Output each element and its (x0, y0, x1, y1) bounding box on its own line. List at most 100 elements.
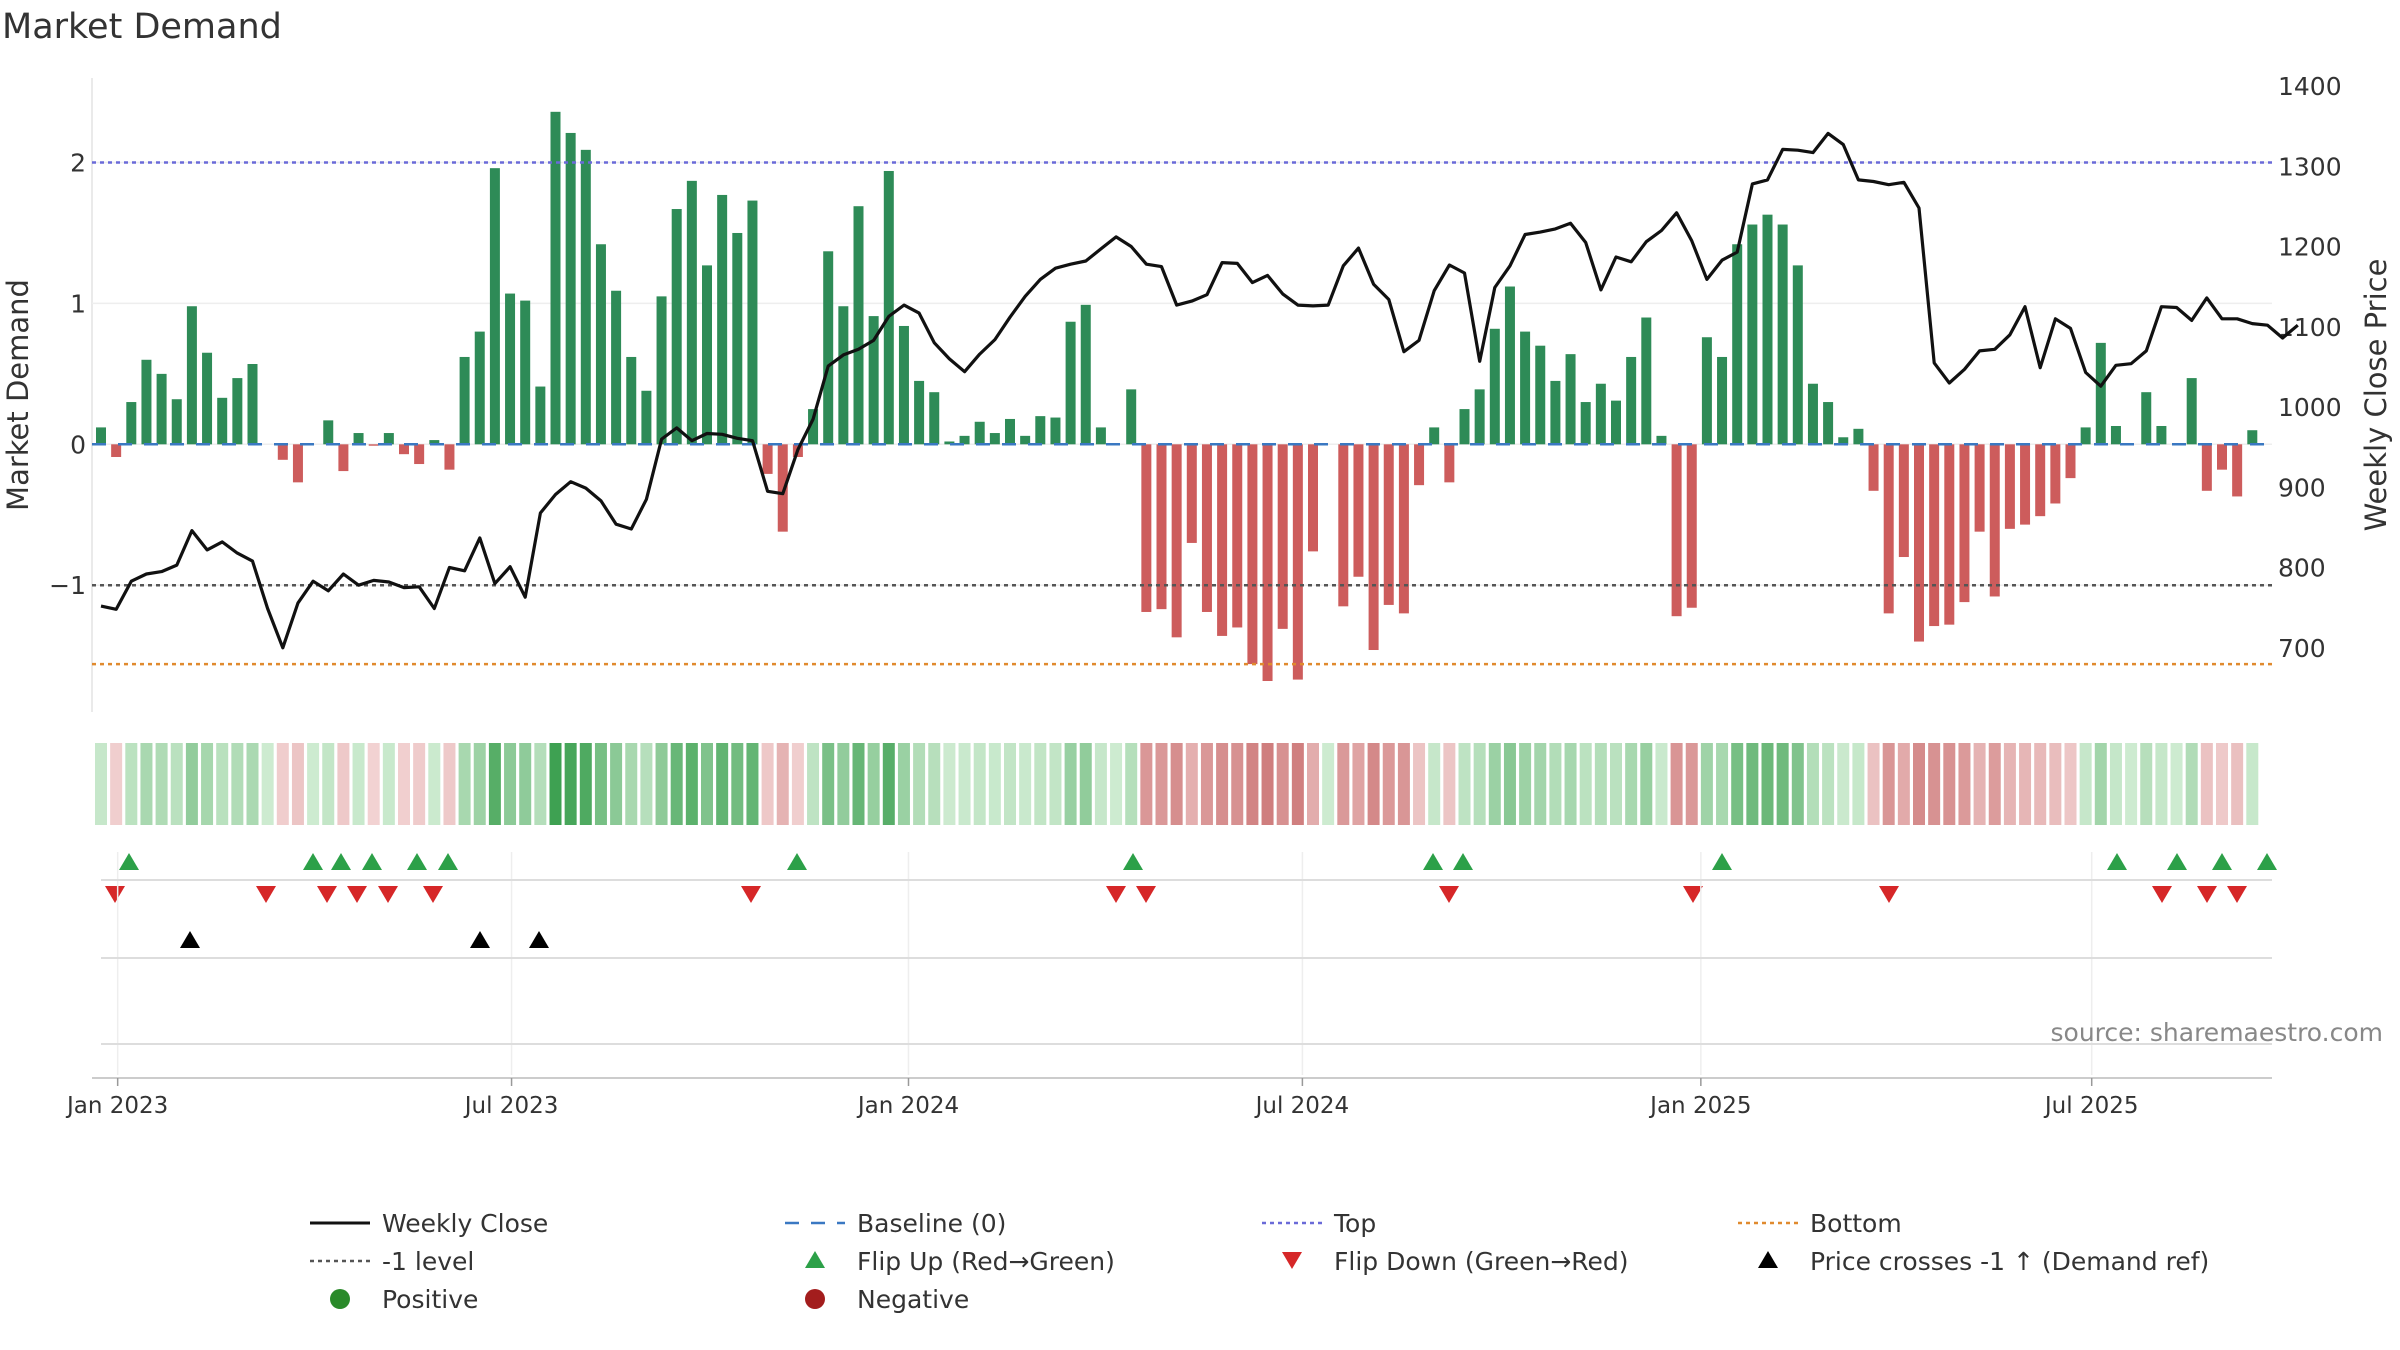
heat-cell (928, 743, 941, 825)
heat-cell (428, 743, 441, 825)
positive-demand-bar (565, 132, 576, 445)
heat-cell (307, 743, 320, 825)
flip-up-marker (2212, 853, 2232, 870)
positive-demand-bar (2156, 425, 2167, 445)
heat-cell (1110, 743, 1123, 825)
heat-cell (367, 743, 380, 825)
heat-cell (943, 743, 956, 825)
legend-item: Negative (805, 1285, 969, 1314)
heat-cell (1337, 743, 1350, 825)
heat-cell (1685, 743, 1698, 825)
legend-item: Flip Down (Green→Red) (1282, 1247, 1629, 1276)
positive-demand-bar (747, 200, 758, 445)
positive-demand-bar (702, 265, 712, 445)
heat-cell (640, 743, 653, 825)
positive-demand-bar (1095, 427, 1106, 445)
heat-cell (1534, 743, 1547, 825)
negative-demand-bar (1929, 444, 1940, 627)
flip-down-marker (423, 886, 443, 903)
heat-cell (382, 743, 395, 825)
heat-cell (261, 743, 274, 825)
positive-demand-bar (883, 170, 894, 445)
demand-heat-strip (95, 743, 2259, 825)
heat-cell (1564, 743, 1577, 825)
legend-swatch (330, 1289, 350, 1309)
heat-cell (322, 743, 335, 825)
positive-demand-bar (1050, 417, 1061, 445)
flip-down-marker (256, 886, 276, 903)
heat-cell (2034, 743, 2047, 825)
flip-up-marker (2167, 853, 2187, 870)
positive-demand-bar (429, 440, 440, 445)
positive-demand-bar (838, 306, 849, 445)
heat-cell (1428, 743, 1441, 825)
heat-cell (276, 743, 289, 825)
legend-label: Price crosses -1 ↑ (Demand ref) (1810, 1247, 2209, 1276)
flip-down-marker (105, 886, 125, 903)
negative-demand-bar (1262, 444, 1273, 682)
price-cross-marker (180, 931, 200, 948)
legend-swatch (805, 1251, 825, 1268)
heat-cell (170, 743, 183, 825)
chart-title: Market Demand (2, 7, 282, 47)
x-tick-label: Jul 2024 (1254, 1093, 1350, 1119)
heat-cell (1852, 743, 1865, 825)
heat-cell (2246, 743, 2259, 825)
heat-cell (2231, 743, 2244, 825)
negative-demand-bar (2035, 444, 2046, 517)
heat-cell (1837, 743, 1850, 825)
positive-demand-bar (853, 206, 864, 445)
heat-cell (746, 743, 759, 825)
negative-demand-bar (1338, 444, 1349, 607)
flip-up-marker (787, 853, 807, 870)
y-tick-label-left: 0 (70, 430, 86, 459)
heat-cell (216, 743, 229, 825)
heat-cell (1125, 743, 1138, 825)
y-axis-label-right: Weekly Close Price (2359, 259, 2393, 532)
heat-cell (125, 743, 138, 825)
negative-demand-bar (2217, 444, 2227, 470)
positive-demand-bar (1807, 383, 1818, 445)
positive-demand-bar (1535, 345, 1546, 445)
positive-demand-bar (1126, 389, 1137, 445)
y-tick-label-right: 1000 (2278, 393, 2342, 422)
heat-cell (2064, 743, 2077, 825)
positive-demand-bar (868, 316, 879, 445)
positive-demand-bar (459, 356, 470, 445)
negative-demand-bar (1898, 444, 1909, 558)
negative-demand-bar (1232, 444, 1243, 628)
heat-cell (867, 743, 880, 825)
heat-cell (1079, 743, 1092, 825)
flip-down-marker (2197, 886, 2217, 903)
positive-demand-bar (247, 364, 258, 445)
flip-down-marker (1879, 886, 1899, 903)
flip-up-marker (407, 853, 427, 870)
negative-demand-bar (2201, 444, 2212, 491)
legend-swatch (1758, 1251, 1778, 1268)
heat-cell (473, 743, 486, 825)
heat-cell (1913, 743, 1925, 825)
legend-swatch (1282, 1252, 1302, 1269)
positive-demand-bar (929, 392, 940, 445)
heat-cell (837, 743, 850, 825)
heat-cell (958, 743, 971, 825)
heat-cell (2185, 743, 2198, 825)
heat-cell (201, 743, 214, 825)
negative-demand-bar (444, 444, 455, 470)
heat-cell (1488, 743, 1501, 825)
heat-cell (1943, 743, 1956, 825)
flip-down-marker (741, 886, 761, 903)
heat-cell (1716, 743, 1729, 825)
x-tick-label: Jan 2025 (1648, 1093, 1751, 1119)
x-tick-label: Jul 2025 (2043, 1093, 2139, 1119)
y-tick-label-left: −1 (49, 571, 86, 600)
positive-demand-bar (1550, 380, 1561, 445)
heat-cell (1382, 743, 1395, 825)
heat-cell (610, 743, 623, 825)
positive-demand-bar (2141, 392, 2152, 445)
heat-cell (594, 743, 607, 825)
flip-up-marker (119, 853, 139, 870)
heat-cell (2170, 743, 2183, 825)
heat-cell (2200, 743, 2213, 825)
